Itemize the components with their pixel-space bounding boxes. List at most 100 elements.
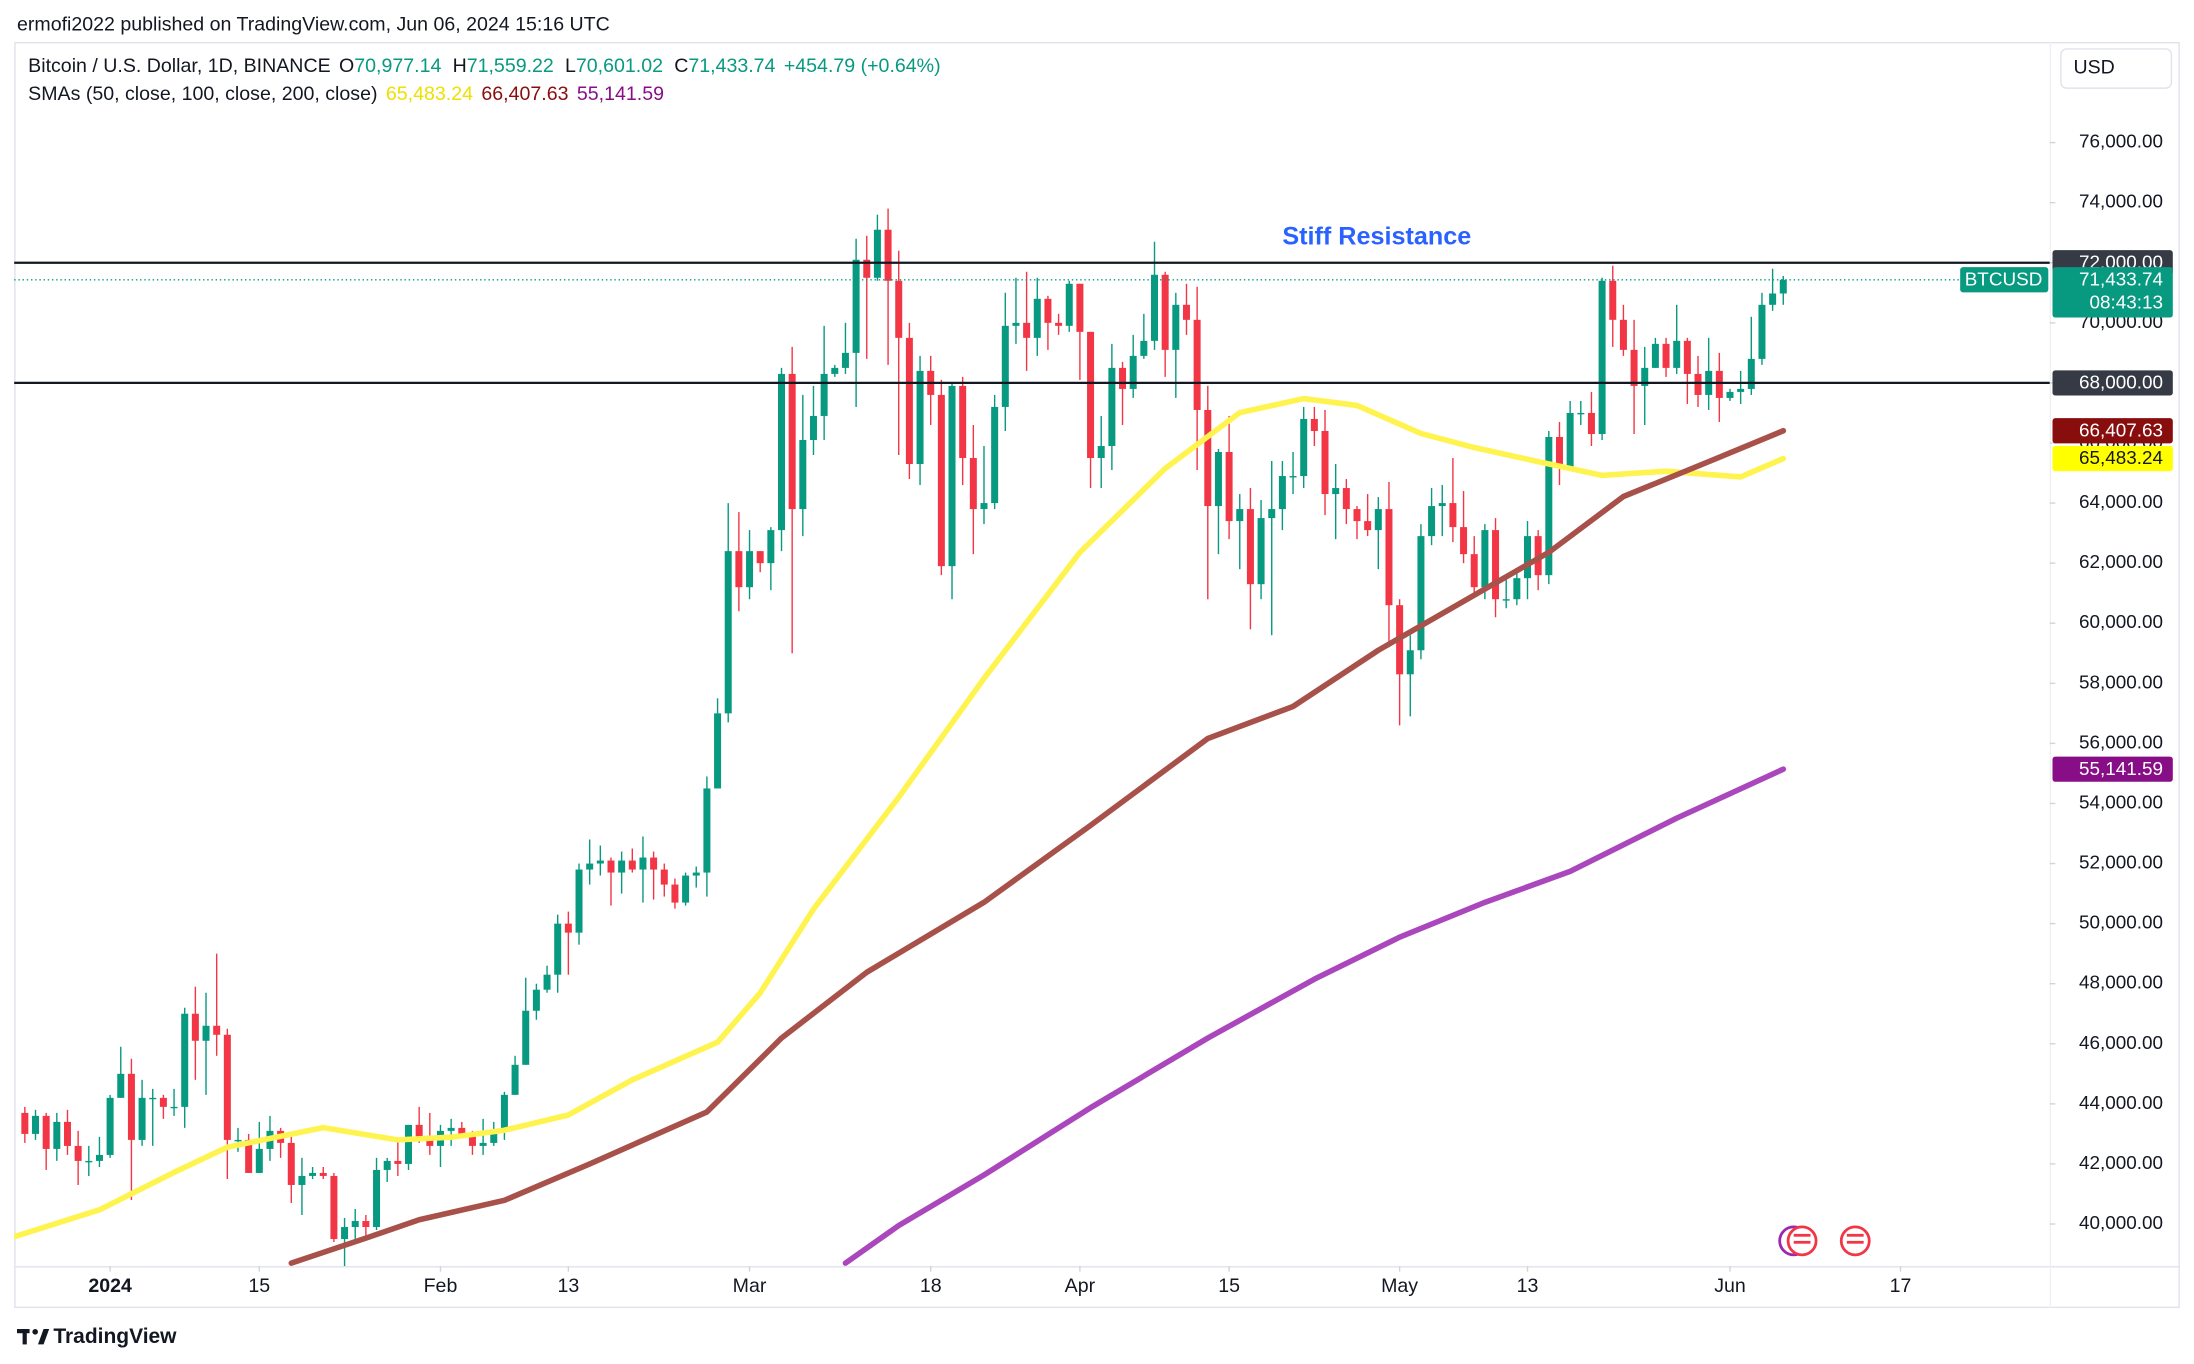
candle-body <box>1481 530 1489 588</box>
candle-body <box>1342 488 1350 510</box>
candle-body <box>468 1133 476 1146</box>
candle-body <box>1108 367 1116 446</box>
candle-body <box>1577 412 1585 415</box>
candle-body <box>341 1227 349 1240</box>
candle-body <box>1204 409 1212 507</box>
ohlc-value: 70,601.02 <box>576 55 663 77</box>
candle-body <box>500 1094 508 1131</box>
candle-body <box>1619 319 1627 350</box>
candle-body <box>1555 436 1563 468</box>
candle-body <box>1758 304 1766 359</box>
candle-body <box>1769 293 1777 305</box>
candle-body <box>703 788 711 873</box>
candle-body <box>42 1115 50 1149</box>
symbol: Bitcoin / U.S. Dollar, 1D, BINANCE <box>28 55 330 77</box>
candle-body <box>948 385 956 567</box>
candle-body <box>1161 274 1169 350</box>
candle-body <box>1747 358 1755 389</box>
y-tick-label: 46,000.00 <box>2079 1033 2163 1054</box>
candle-body <box>1172 304 1180 350</box>
candle-body <box>298 1175 306 1185</box>
candle-body <box>85 1160 93 1163</box>
candle-body <box>319 1172 327 1176</box>
candle-body <box>1044 298 1052 323</box>
candle-body <box>554 923 562 975</box>
candle-body <box>1524 536 1532 579</box>
candle-body <box>1545 436 1553 576</box>
candle-body <box>1300 418 1308 477</box>
logo-part <box>37 1329 50 1345</box>
symbol-legend: Bitcoin / U.S. Dollar, 1D, BINANCE O70,97… <box>28 55 940 77</box>
candle-body <box>1662 343 1670 368</box>
candle-body <box>351 1221 359 1228</box>
candle-body <box>255 1148 263 1173</box>
sma-legend: SMAs (50, close, 100, close, 200, close)… <box>28 83 664 105</box>
candle-body <box>1119 367 1127 389</box>
candle-body <box>1268 509 1276 519</box>
candle-body <box>1428 506 1436 537</box>
logo-part <box>32 1329 38 1335</box>
candle-body <box>1385 509 1393 606</box>
candle-body <box>1726 391 1734 398</box>
y-tick-label: 56,000.00 <box>2079 732 2163 753</box>
candle-body <box>543 974 551 990</box>
candle-body <box>564 923 572 933</box>
price-badge-label: 71,433.74 <box>2079 269 2163 290</box>
candle-body <box>1587 412 1595 434</box>
flag-stripe <box>1793 1240 1811 1244</box>
sma-badge-label: 65,483.24 <box>2079 448 2163 469</box>
candle-body <box>767 530 775 564</box>
candle-body <box>937 394 945 567</box>
y-tick-label: 58,000.00 <box>2079 672 2163 693</box>
publisher: ermofi2022 published on TradingView.com,… <box>17 13 610 35</box>
candle-body <box>1236 509 1244 522</box>
candle-body <box>1182 304 1190 320</box>
candle-body <box>1087 331 1095 459</box>
candle-body <box>682 875 690 903</box>
candle-body <box>32 1115 40 1134</box>
candle-body <box>1257 518 1265 585</box>
candle-body <box>884 229 892 281</box>
candle-body <box>618 860 626 873</box>
candle-body <box>863 259 871 278</box>
currency-button[interactable] <box>2060 48 2173 89</box>
candle-body <box>905 337 913 465</box>
candle-body <box>95 1154 103 1161</box>
level-badge <box>2052 370 2173 396</box>
y-tick-label: 64,000.00 <box>2079 492 2163 513</box>
candle-body <box>916 370 924 465</box>
candle-body <box>799 439 807 510</box>
candle-body <box>692 872 700 876</box>
ohlc-value: 71,433.74 <box>688 55 775 77</box>
candle-body <box>21 1112 29 1134</box>
candle-body <box>1076 283 1084 332</box>
candle-body <box>1449 503 1457 528</box>
logo <box>16 1329 50 1345</box>
candle-body <box>628 860 636 870</box>
candle-body <box>1023 322 1031 338</box>
candle-body <box>1641 367 1649 386</box>
candle-body <box>1012 322 1020 326</box>
candle-body <box>1364 521 1372 531</box>
price-badge <box>2052 267 2173 318</box>
candle-body <box>1779 279 1787 294</box>
x-tick-label: 15 <box>248 1275 270 1297</box>
candle-body <box>724 551 732 714</box>
candle-body <box>1470 554 1478 588</box>
candle-body <box>1673 340 1681 368</box>
candle-body <box>223 1034 231 1140</box>
candle-body <box>756 551 764 564</box>
candle-body <box>373 1169 381 1228</box>
price-countdown: 08:43:13 <box>2090 293 2163 314</box>
candle-body <box>778 373 786 531</box>
candle-body <box>1310 418 1318 431</box>
candle-body <box>447 1127 455 1131</box>
ohlc-value: 71,559.22 <box>467 55 554 77</box>
flag-stripe <box>1846 1233 1864 1237</box>
candle-body <box>532 989 540 1011</box>
candle-body <box>639 857 647 870</box>
candle-body <box>735 551 743 588</box>
y-tick-label: 62,000.00 <box>2079 552 2163 573</box>
annotation: Stiff Resistance <box>1282 222 1471 250</box>
